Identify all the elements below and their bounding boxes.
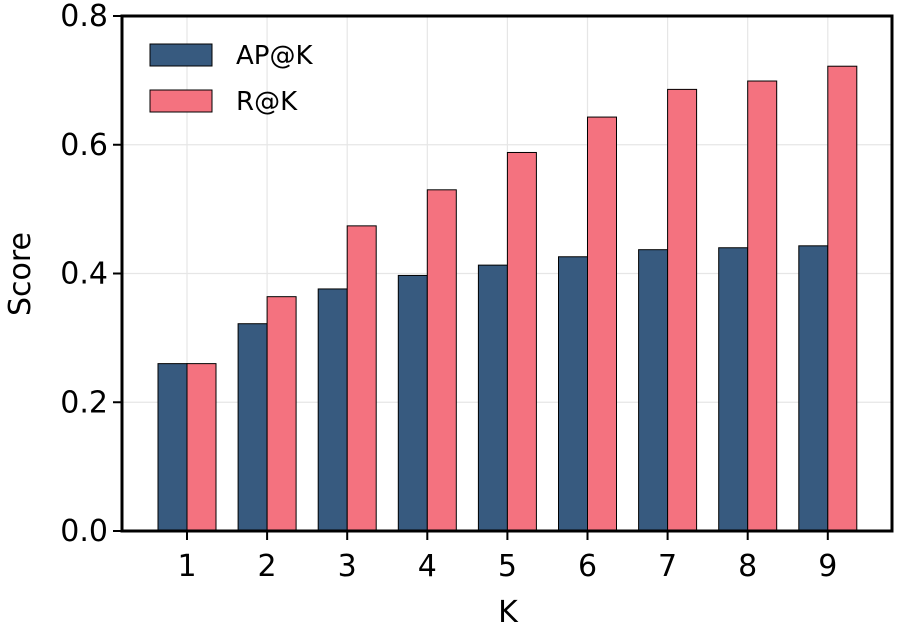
bars	[157, 65, 858, 532]
x-tick-label: 9	[818, 549, 837, 584]
legend-label-r-at-k: R@K	[236, 87, 298, 117]
x-tick-label: 3	[338, 549, 357, 584]
x-tick-label: 7	[658, 549, 677, 584]
bar-r-at-k	[827, 65, 858, 532]
bar-ap-at-k	[237, 323, 268, 532]
x-tick-label: 2	[258, 549, 277, 584]
bar-ap-at-k	[317, 288, 348, 532]
bar-r-at-k	[506, 151, 537, 532]
legend-swatch-r-at-k	[149, 89, 213, 113]
bar-r-at-k	[667, 88, 698, 532]
bar-ap-at-k	[798, 245, 829, 532]
legend: AP@K R@K	[149, 41, 313, 117]
y-tick-label: 0.4	[60, 257, 108, 292]
x-axis-title: K	[498, 595, 519, 630]
bar-ap-at-k	[718, 247, 749, 532]
y-axis-ticks: 0.0 0.2 0.4 0.6 0.8	[60, 0, 122, 549]
legend-label-ap-at-k: AP@K	[236, 41, 313, 71]
x-tick-label: 4	[418, 549, 437, 584]
x-axis-ticks: 1 2 3 4 5 6 7 8 9	[177, 531, 837, 584]
bar-r-at-k	[747, 80, 778, 532]
bar-r-at-k	[587, 116, 617, 532]
bar-ap-at-k	[397, 274, 428, 532]
y-axis-title: Score	[3, 232, 38, 316]
bar-ap-at-k	[157, 363, 188, 532]
bar-ap-at-k	[477, 264, 508, 532]
y-tick-label: 0.6	[60, 128, 108, 163]
x-tick-label: 8	[738, 549, 757, 584]
y-tick-label: 0.0	[60, 514, 108, 549]
bar-r-at-k	[426, 189, 457, 532]
bar-r-at-k	[266, 296, 297, 532]
x-tick-label: 1	[177, 549, 196, 584]
y-tick-label: 0.2	[60, 385, 108, 420]
bar-ap-at-k	[638, 249, 669, 532]
bar-r-at-k	[346, 225, 377, 532]
x-tick-label: 6	[578, 549, 597, 584]
x-tick-label: 5	[498, 549, 517, 584]
bar-r-at-k	[186, 363, 217, 532]
legend-swatch-ap-at-k	[149, 43, 213, 67]
bar-ap-at-k	[558, 256, 588, 532]
y-tick-label: 0.8	[60, 0, 108, 34]
